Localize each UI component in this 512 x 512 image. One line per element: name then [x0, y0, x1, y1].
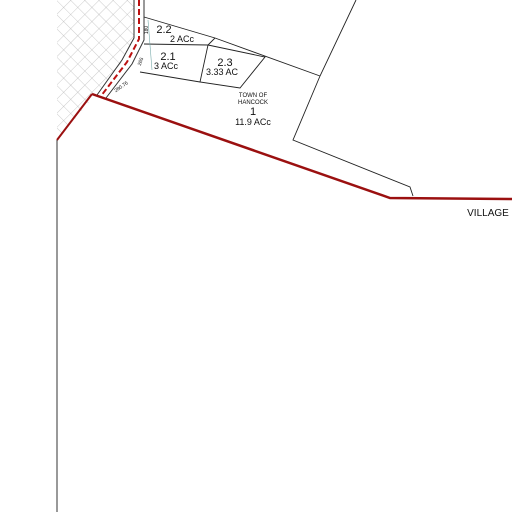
road-edge: [105, 0, 145, 99]
parcel-owner: HANCOCK: [238, 100, 268, 106]
parcel-id: 2.2: [156, 24, 171, 36]
road-edge: [96, 0, 135, 96]
boundary-line: [56, 93, 93, 141]
parcel-area: 3.33 AC: [206, 67, 239, 77]
boundary-label: VILLAGE: [467, 208, 509, 219]
dimension-label: 180: [144, 26, 150, 35]
parcel-owner: TOWN OF: [239, 93, 268, 99]
parcel-id: 2.3: [217, 57, 232, 69]
parcel-area: 2 ACc: [170, 34, 195, 44]
parcel-area: 11.9 ACc: [235, 117, 271, 127]
hatched-area: [57, 0, 134, 140]
parcel-lines: [139, 0, 414, 197]
dimension-label: 265: [137, 57, 146, 67]
dimension-label: 280.76: [113, 80, 129, 94]
parcel-id: 2.1: [160, 51, 175, 63]
municipal-boundary: [91, 92, 512, 201]
road-centerline: [100, 0, 140, 97]
parcel-area: 3 ACc: [154, 61, 179, 71]
parcel-id: 1: [250, 106, 256, 118]
